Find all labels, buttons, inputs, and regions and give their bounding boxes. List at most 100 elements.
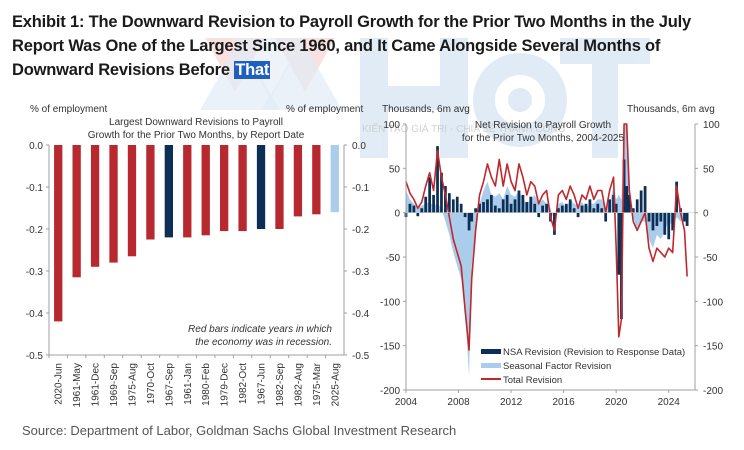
- ts-chart-ytick-label-right: -200: [703, 386, 723, 397]
- nsa-bar: [509, 203, 513, 213]
- bar-chart-ytick-label-left: 0.0: [29, 141, 43, 152]
- ts-chart-ytick-label-right: 100: [703, 120, 720, 131]
- nsa-bar: [604, 212, 608, 222]
- exhibit-title-highlight: That: [234, 61, 271, 79]
- bar-1982-Oct: [238, 145, 247, 232]
- bar-1967-Jun: [256, 145, 266, 229]
- nsa-bar: [482, 202, 485, 213]
- nsa-bar: [493, 205, 497, 213]
- nsa-bar: [608, 199, 611, 213]
- bar-chart-left-axis-label: % of employment: [30, 104, 107, 115]
- ts-chart-xtick-label: 2012: [500, 397, 523, 408]
- nsa-bar: [455, 196, 459, 213]
- bar-chart-ytick-label-left: -0.3: [26, 267, 44, 278]
- nsa-bar: [647, 212, 651, 222]
- nsa-bar: [545, 203, 548, 213]
- ts-chart-title-line1: Net Revision to Payroll Growth: [475, 120, 611, 131]
- bar-chart-x-label: 1967-Jun: [257, 363, 268, 405]
- ts-chart-xtick-label: 2016: [553, 397, 576, 408]
- nsa-bar: [643, 186, 647, 213]
- nsa-bar: [627, 194, 631, 213]
- legend-swatch-seasonal: [481, 363, 501, 368]
- nsa-bar: [655, 212, 659, 226]
- ts-chart-ytick-label-left: -50: [386, 253, 401, 264]
- bar-chart-x-label: 1982-Aug: [293, 363, 304, 406]
- exhibit-title-text: Exhibit 1: The Downward Revision to Payr…: [12, 13, 692, 79]
- bar-chart-x-label: 1967-Sep: [164, 363, 175, 407]
- nsa-bar: [513, 199, 517, 213]
- ts-chart-legend: NSA Revision (Revision to Response Data)…: [481, 347, 685, 386]
- nsa-bar: [424, 196, 428, 213]
- bar-chart-x-label: 1970-Oct: [146, 363, 157, 404]
- ts-chart-xtick-label: 2004: [395, 397, 418, 408]
- nsa-bar: [474, 208, 478, 213]
- bar-chart-title-line1: Largest Downward Revisions to Payroll: [109, 117, 283, 128]
- nsa-bar: [685, 212, 689, 226]
- ts-chart-ytick-label-right: -100: [703, 297, 723, 308]
- bar-chart-ytick-label-right: 0.0: [352, 141, 366, 152]
- bar-chart-x-labels: 2020-Jun 1961-May 1961-Dec 1969-Sep 1975-Aug…: [54, 362, 342, 407]
- nsa-bar: [447, 193, 451, 213]
- nsa-bar: [416, 212, 420, 217]
- bar-chart-x-label: 2025-Aug: [330, 363, 341, 406]
- bar-1982-Sep: [275, 145, 284, 229]
- legend-swatch-nsa: [481, 349, 501, 354]
- nsa-bar: [667, 212, 671, 240]
- nsa-bar: [436, 146, 439, 213]
- bar-1961-Jan: [183, 145, 192, 238]
- bar-chart-ytick-label-right: -0.3: [352, 267, 370, 278]
- ts-chart-ytick-label-right: 50: [703, 164, 715, 175]
- nsa-bar: [564, 203, 568, 213]
- nsa-bar: [612, 194, 615, 213]
- nsa-bar: [576, 212, 580, 218]
- nsa-bar: [459, 203, 463, 213]
- bar-chart-ytick-label-right: -0.2: [352, 225, 370, 236]
- nsa-bar: [560, 205, 564, 213]
- bar-chart-ytick-label-left: -0.5: [26, 351, 44, 362]
- nsa-bar: [614, 203, 618, 213]
- bar-chart-x-label: 1961-May: [72, 363, 83, 407]
- nsa-bar: [537, 212, 541, 218]
- bar-chart-x-label: 1969-Sep: [109, 363, 120, 407]
- bar-chart-x-label: 1980-Feb: [201, 363, 212, 406]
- nsa-bar: [451, 199, 455, 213]
- nsa-bar: [470, 212, 474, 222]
- nsa-bar: [639, 190, 643, 213]
- ts-chart-ytick-label-left: 0: [394, 209, 400, 220]
- nsa-bar: [588, 199, 592, 213]
- nsa-bar: [617, 212, 621, 275]
- bar-1961-Dec: [90, 145, 100, 267]
- bar-chart-ytick-label-right: -0.4: [352, 309, 370, 320]
- ts-chart-left-axis-label: Thousands, 6m avg: [382, 104, 470, 115]
- ts-chart-ytick-label-right: -150: [703, 342, 723, 353]
- nsa-bar: [517, 190, 521, 213]
- nsa-bar: [408, 203, 412, 213]
- bar-2020-Jun: [54, 145, 63, 322]
- nsa-bar: [592, 208, 596, 213]
- nsa-bar: [635, 199, 639, 213]
- ts-chart-xtick-label: 2024: [658, 397, 681, 408]
- nsa-bar: [557, 208, 560, 213]
- nsa-bar: [568, 199, 572, 213]
- exhibit-title: Exhibit 1: The Downward Revision to Payr…: [12, 10, 742, 82]
- ts-chart-title-line2: for the Prior Two Months, 2004-2025: [462, 133, 625, 144]
- series-seasonal-factor-area: [406, 124, 688, 377]
- nsa-bar: [412, 205, 416, 213]
- bar-chart-annotation-line2: the economy was in recession.: [195, 337, 332, 348]
- bar-1970-Oct: [146, 145, 155, 240]
- ts-chart-ytick-label-left: 50: [389, 164, 401, 175]
- bar-chart-ytick-label-right: -0.5: [352, 351, 370, 362]
- bar-chart-ytick-label-left: -0.4: [26, 309, 44, 320]
- legend-label-nsa: NSA Revision (Revision to Response Data): [503, 347, 685, 358]
- nsa-bar: [505, 194, 509, 213]
- bar-chart-x-label: 2020-Jun: [54, 363, 65, 405]
- bar-chart-right-axis-label: % of employment: [286, 104, 363, 115]
- bar-1980-Feb: [201, 145, 210, 236]
- bar-1969-Sep: [109, 145, 118, 263]
- ts-chart-ytick-label-left: -100: [380, 297, 400, 308]
- nsa-bar: [659, 212, 663, 222]
- nsa-bar: [622, 159, 626, 213]
- nsa-bar: [486, 199, 489, 213]
